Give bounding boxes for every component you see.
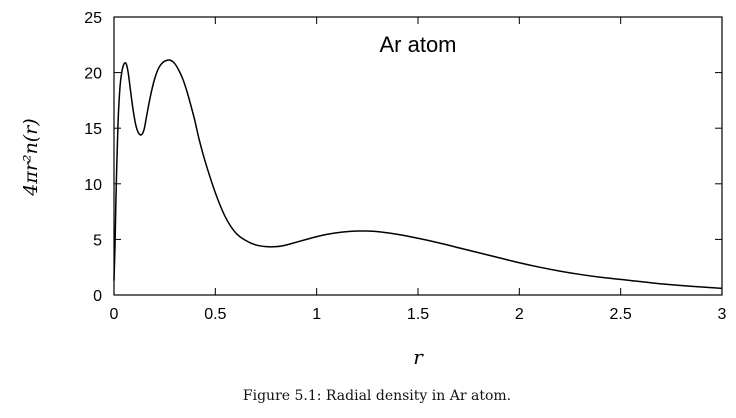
radial-density-line <box>113 59 723 290</box>
x-tick-label: 2 <box>515 306 524 323</box>
y-tick-label: 5 <box>93 232 102 249</box>
x-tick-label: 0.5 <box>204 306 226 323</box>
figure-caption: Figure 5.1: Radial density in Ar atom. <box>242 388 512 404</box>
x-axis-ticks: 0 0.5 1 1.5 2 2.5 3 <box>110 17 727 323</box>
plot-frame <box>113 16 723 296</box>
y-tick-label: 15 <box>84 121 102 138</box>
x-tick-label: 3 <box>718 306 727 323</box>
y-tick-label: 0 <box>93 288 102 305</box>
y-tick-label: 25 <box>84 10 102 27</box>
x-tick-label: 0 <box>110 306 119 323</box>
x-tick-label: 1 <box>312 306 321 323</box>
x-tick-label: 2.5 <box>610 306 632 323</box>
x-axis-label: r <box>413 345 424 369</box>
y-axis-label: 4πr²n(r) <box>20 118 42 196</box>
x-tick-label: 1.5 <box>407 306 429 323</box>
y-tick-label: 20 <box>84 66 102 83</box>
y-tick-label: 10 <box>84 177 102 194</box>
chart-annotation: Ar atom <box>379 32 456 57</box>
